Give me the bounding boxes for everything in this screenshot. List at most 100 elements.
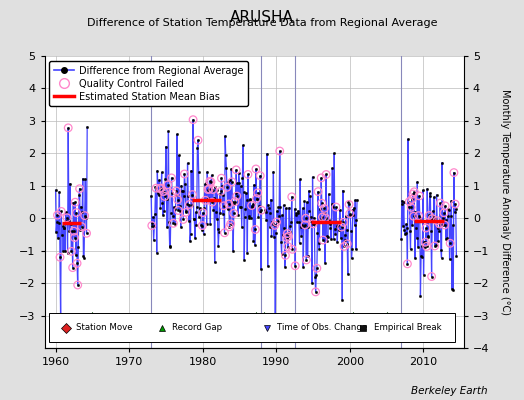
- Point: [451, 201, 460, 207]
- Point: [421, 239, 430, 246]
- Point: [251, 226, 259, 233]
- Point: [152, 185, 160, 191]
- Point: [172, 188, 181, 194]
- Point: [82, 230, 91, 236]
- Point: [226, 221, 235, 227]
- Point: [446, 240, 454, 246]
- Point: [209, 186, 217, 193]
- Point: [270, 222, 279, 228]
- Point: [201, 197, 210, 204]
- Point: [441, 203, 450, 209]
- Point: [320, 205, 329, 212]
- FancyBboxPatch shape: [49, 313, 455, 342]
- Point: [450, 169, 458, 176]
- Point: [230, 210, 238, 216]
- Point: [276, 148, 284, 154]
- Point: [185, 201, 193, 208]
- Point: [302, 257, 311, 263]
- Point: [422, 243, 431, 250]
- Point: [220, 230, 228, 236]
- Point: [254, 190, 262, 196]
- Text: Empirical Break: Empirical Break: [374, 323, 441, 332]
- Text: Difference of Station Temperature Data from Regional Average: Difference of Station Temperature Data f…: [87, 18, 437, 28]
- Point: [71, 199, 79, 206]
- Point: [321, 215, 330, 221]
- Point: [431, 243, 439, 249]
- Point: [409, 213, 418, 220]
- Point: [72, 210, 81, 216]
- Point: [422, 225, 430, 231]
- Point: [73, 282, 82, 288]
- Point: [282, 234, 291, 241]
- Point: [198, 222, 206, 229]
- Point: [244, 171, 252, 178]
- Point: [407, 204, 416, 210]
- Point: [205, 178, 214, 184]
- Point: [345, 201, 353, 208]
- Point: [63, 214, 71, 221]
- Point: [70, 234, 79, 241]
- Point: [433, 218, 441, 224]
- Point: [179, 216, 188, 223]
- Point: [409, 191, 417, 197]
- Point: [70, 228, 78, 234]
- Point: [311, 289, 320, 295]
- Point: [317, 175, 325, 181]
- Point: [301, 222, 309, 228]
- Point: [181, 209, 190, 216]
- Point: [220, 203, 228, 209]
- Point: [408, 196, 416, 202]
- Point: [322, 171, 330, 178]
- Text: Time of Obs. Change: Time of Obs. Change: [277, 323, 367, 332]
- Point: [340, 243, 348, 250]
- Point: [343, 241, 352, 247]
- Point: [169, 220, 178, 226]
- Point: [204, 186, 212, 193]
- Point: [428, 215, 436, 222]
- Point: [188, 191, 196, 198]
- Point: [283, 230, 291, 237]
- Point: [81, 212, 89, 219]
- Point: [415, 193, 423, 199]
- Point: [67, 248, 75, 254]
- Point: [440, 222, 449, 228]
- Point: [313, 265, 321, 272]
- Point: [403, 261, 412, 267]
- Point: [257, 207, 266, 213]
- Point: [78, 223, 86, 230]
- Point: [440, 210, 448, 216]
- Point: [207, 179, 215, 185]
- Point: [73, 260, 81, 266]
- Text: Berkeley Earth: Berkeley Earth: [411, 386, 487, 396]
- Point: [233, 193, 241, 199]
- Point: [173, 196, 182, 203]
- Point: [281, 252, 290, 258]
- Point: [159, 188, 168, 195]
- Point: [168, 190, 176, 196]
- Point: [205, 186, 213, 192]
- Point: [199, 210, 207, 216]
- Point: [208, 199, 216, 205]
- Point: [405, 198, 413, 205]
- Text: Record Gap: Record Gap: [172, 323, 223, 332]
- Point: [291, 262, 299, 269]
- Y-axis label: Monthly Temperature Anomaly Difference (°C): Monthly Temperature Anomaly Difference (…: [500, 89, 510, 315]
- Point: [314, 188, 322, 195]
- Text: Station Move: Station Move: [76, 323, 133, 332]
- Point: [225, 201, 233, 207]
- Point: [228, 179, 236, 185]
- Point: [272, 219, 281, 225]
- Point: [319, 237, 328, 243]
- Point: [64, 125, 72, 131]
- Point: [318, 214, 326, 220]
- Point: [160, 193, 169, 200]
- Point: [309, 221, 318, 227]
- Point: [75, 186, 84, 192]
- Point: [223, 184, 231, 190]
- Text: ARUSHA: ARUSHA: [230, 10, 294, 25]
- Point: [285, 233, 293, 240]
- Point: [345, 210, 354, 217]
- Point: [247, 202, 256, 209]
- Point: [225, 224, 234, 230]
- Point: [148, 222, 156, 229]
